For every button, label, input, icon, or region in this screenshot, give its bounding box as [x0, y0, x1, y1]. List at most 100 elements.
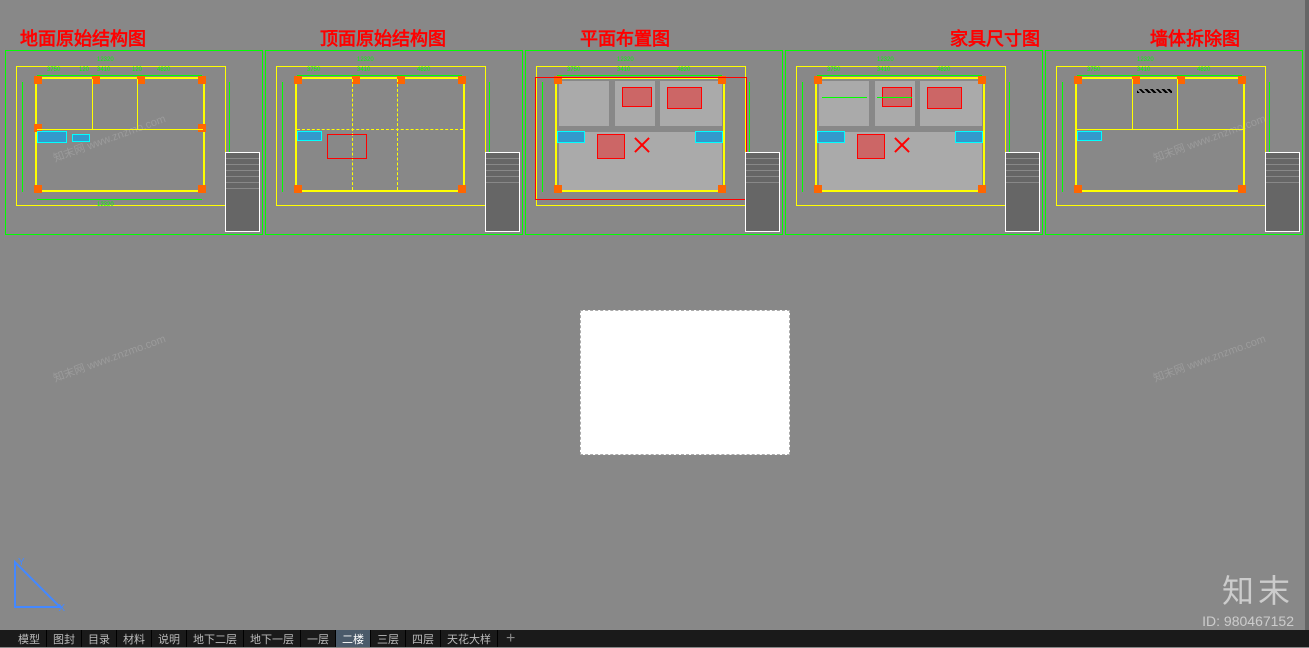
wall-line [37, 129, 203, 130]
furniture-block [622, 87, 652, 107]
column-marker [137, 76, 145, 84]
column-marker [458, 185, 466, 193]
column-marker [1074, 185, 1082, 193]
brand-logo-text: 知末 [1222, 566, 1294, 612]
plan-frame: 12320 3750 120 3410 120 4820 [16, 66, 226, 206]
tab-index[interactable]: 目录 [82, 630, 117, 647]
dim-label: 12320 [877, 57, 894, 63]
wall-line [92, 79, 93, 129]
column-marker [1238, 185, 1246, 193]
fixture-block [297, 131, 322, 141]
tab-ceiling-detail[interactable]: 天花大样 [441, 630, 498, 647]
tab-model[interactable]: 模型 [12, 630, 47, 647]
ucs-y-label: Y [18, 557, 25, 568]
column-marker [814, 185, 822, 193]
ucs-icon[interactable]: Y X [10, 557, 65, 612]
drawing-title-2: 顶面原始结构图 [320, 25, 446, 51]
floor-outline [295, 77, 465, 192]
tab-f1[interactable]: 一层 [301, 630, 336, 647]
cad-canvas[interactable]: 地面原始结构图 顶面原始结构图 平面布置图 家具尺寸图 墙体拆除图 12320 … [0, 0, 1309, 647]
furn-dim [822, 97, 867, 98]
column-marker [554, 185, 562, 193]
tab-f3[interactable]: 三层 [371, 630, 406, 647]
floor-outline [1075, 77, 1245, 192]
vertical-scrollbar[interactable] [1305, 0, 1309, 630]
tab-f2[interactable]: 二楼 [336, 630, 371, 647]
column-marker [34, 185, 42, 193]
dim-label: 4820 [1197, 67, 1210, 73]
dim-label: 3410 [357, 67, 370, 73]
title-block [1005, 152, 1040, 232]
column-marker [198, 76, 206, 84]
title-block [225, 152, 260, 232]
column-marker [198, 185, 206, 193]
dim-label: 3750 [1087, 67, 1100, 73]
drawing-panel-furniture[interactable]: 12320 3750 3410 4820 [785, 50, 1043, 235]
dim-label: 3750 [47, 67, 60, 73]
dim-label: 3750 [827, 67, 840, 73]
floor-outline [35, 77, 205, 192]
column-marker [1074, 76, 1082, 84]
column-marker [1238, 76, 1246, 84]
dim-label: 12320 [357, 57, 374, 63]
watermark-text: 知末网 www.znzmo.com [1151, 330, 1268, 386]
brand-id-label: ID: 980467152 [1202, 613, 1294, 629]
column-marker [34, 76, 42, 84]
dim-label: 4820 [937, 67, 950, 73]
dim-line [817, 75, 982, 76]
tab-material[interactable]: 材料 [117, 630, 152, 647]
drawing-title-1: 地面原始结构图 [20, 25, 146, 51]
beam-line [397, 79, 398, 190]
selection-rectangle[interactable] [580, 310, 790, 455]
dim-line [1062, 82, 1063, 192]
dim-label: 3750 [307, 67, 320, 73]
wall-line [1132, 79, 1133, 129]
dim-label: 12320 [97, 57, 114, 63]
furniture-block [857, 134, 885, 159]
dim-label: 3750 [567, 67, 580, 73]
stair-marker [632, 134, 652, 154]
wall-line [137, 79, 138, 129]
dim-label: 4820 [157, 67, 170, 73]
dim-label: 120 [132, 67, 142, 73]
dim-line [37, 75, 202, 76]
dim-line [1077, 75, 1242, 76]
tab-cover[interactable]: 图封 [47, 630, 82, 647]
dim-label: 12320 [97, 202, 114, 208]
fixture-block [817, 131, 845, 143]
dim-label: 3410 [617, 67, 630, 73]
demo-wall [1137, 89, 1172, 93]
column-marker [814, 76, 822, 84]
drawing-panel-floor[interactable]: 12320 3750 3410 4820 [525, 50, 783, 235]
dim-label: 12320 [617, 57, 634, 63]
tab-notes[interactable]: 说明 [152, 630, 187, 647]
drawing-row: 12320 3750 120 3410 120 4820 [5, 50, 1304, 235]
dim-label: 3410 [1137, 67, 1150, 73]
dim-line [22, 82, 23, 192]
floor-outline [555, 77, 725, 192]
dim-line [557, 75, 722, 76]
wall-line [1177, 79, 1178, 129]
tab-add-button[interactable]: + [498, 630, 523, 648]
tab-b2[interactable]: 地下二层 [187, 630, 244, 647]
tab-b1[interactable]: 地下一层 [244, 630, 301, 647]
title-block [1265, 152, 1300, 232]
dim-line [557, 199, 722, 200]
title-block [485, 152, 520, 232]
fixture-block [557, 131, 585, 143]
column-marker [978, 76, 986, 84]
drawing-panel-ground[interactable]: 12320 3750 120 3410 120 4820 [5, 50, 263, 235]
drawing-panel-demolition[interactable]: 12320 3750 3410 4820 [1045, 50, 1303, 235]
tab-f4[interactable]: 四层 [406, 630, 441, 647]
furniture-block [927, 87, 962, 109]
column-marker [92, 76, 100, 84]
plan-frame: 12320 3750 3410 4820 [276, 66, 486, 206]
drawing-panel-ceiling[interactable]: 12320 3750 3410 4820 [265, 50, 523, 235]
dim-label: 3410 [877, 67, 890, 73]
column-marker [198, 124, 206, 132]
fixture-block [695, 131, 723, 143]
dim-line [542, 82, 543, 192]
drawing-title-3: 平面布置图 [580, 25, 670, 51]
column-marker [718, 185, 726, 193]
fixture-block [955, 131, 983, 143]
